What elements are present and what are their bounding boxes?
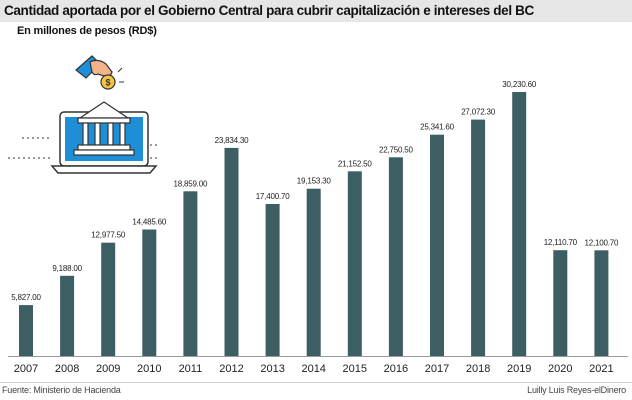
credit-note: Luilly Luis Reyes-elDinero (527, 385, 626, 395)
x-tick-2015: 2015 (343, 363, 367, 375)
bar-2017 (430, 134, 444, 356)
data-label-2018: 27,072.30 (461, 108, 496, 117)
bar-2015 (347, 171, 362, 356)
chart-subtitle: En millones de pesos (RD$) (17, 25, 157, 37)
bank-laptop-hand-coin-icon: $ (8, 55, 158, 174)
bar-2021 (594, 250, 609, 356)
data-label-2012: 23,834.30 (215, 136, 250, 145)
bar-2010 (142, 229, 157, 356)
bar-2018 (471, 119, 486, 356)
data-label-2020: 12,110.70 (544, 238, 578, 247)
x-tick-2017: 2017 (425, 363, 449, 375)
data-label-2021: 12,100.70 (585, 238, 620, 247)
x-tick-2008: 2008 (55, 363, 79, 375)
x-tick-2009: 2009 (96, 363, 120, 375)
data-label-2007: 5,827.00 (11, 293, 41, 302)
x-tick-2011: 2011 (179, 363, 203, 375)
bar-2007 (19, 305, 33, 356)
x-tick-2013: 2013 (260, 363, 284, 375)
ticks-layer: 2007 2008 2009 2010 2011 2012 2013 2014 2015 2016… (14, 363, 614, 375)
footer-rule (0, 382, 632, 383)
bar-2020 (553, 250, 568, 356)
data-label-2009: 12,977.50 (91, 231, 126, 240)
x-tick-2019: 2019 (507, 363, 531, 375)
x-tick-2016: 2016 (384, 363, 408, 375)
labels-layer: 5,827.00 9,188.00 12,977.50 14,485.60 18,859… (11, 80, 619, 302)
bar-2014 (306, 188, 321, 356)
coin-glyph: $ (105, 78, 110, 88)
x-tick-2007: 2007 (14, 363, 38, 375)
data-label-2011: 18,859.00 (174, 179, 209, 188)
chart-title: Cantidad aportada por el Gobierno Centra… (4, 3, 534, 18)
data-label-2010: 14,485.60 (132, 218, 167, 227)
data-label-2014: 19,153.30 (297, 177, 332, 186)
x-tick-2018: 2018 (466, 363, 490, 375)
bar-2013 (265, 204, 280, 356)
bar-2008 (60, 275, 75, 356)
source-note: Fuente: Ministerio de Hacienda (2, 385, 121, 395)
title-bar: Cantidad aportada por el Gobierno Centra… (0, 0, 632, 22)
data-label-2016: 22,750.50 (379, 145, 414, 154)
data-label-2015: 21,152.50 (338, 159, 373, 168)
x-tick-2020: 2020 (548, 363, 572, 375)
bars-layer (19, 92, 609, 356)
bar-2012 (224, 147, 239, 356)
bar-2011 (183, 191, 198, 356)
bar-2016 (388, 157, 403, 356)
x-tick-2021: 2021 (589, 363, 613, 375)
bar-2009 (101, 242, 116, 356)
bar-2019 (512, 92, 527, 356)
data-label-2008: 9,188.00 (52, 264, 82, 273)
data-label-2013: 17,400.70 (256, 192, 291, 201)
data-label-2019: 30,230.60 (502, 80, 537, 89)
x-tick-2010: 2010 (137, 363, 161, 375)
data-label-2017: 25,341.60 (420, 123, 455, 132)
x-tick-2012: 2012 (219, 363, 243, 375)
x-tick-2014: 2014 (301, 363, 325, 375)
